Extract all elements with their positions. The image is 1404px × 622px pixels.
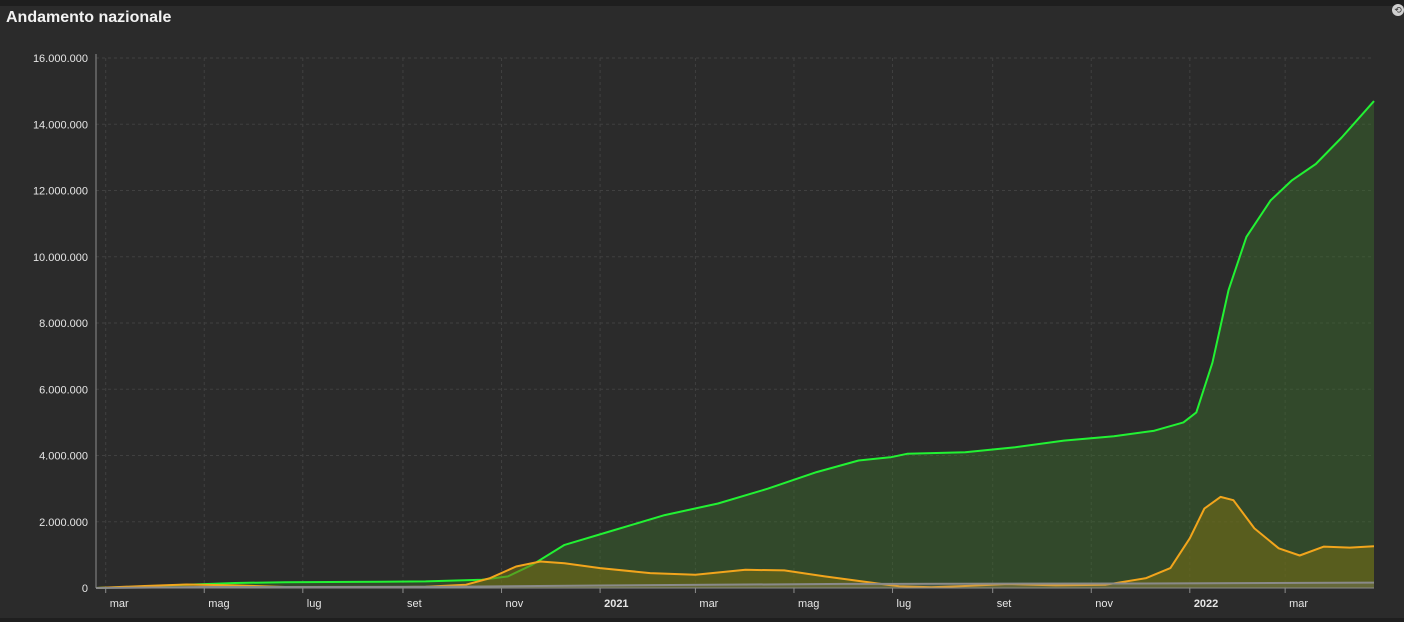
x-tick-label: set bbox=[407, 598, 422, 610]
y-tick-label: 12.000.000 bbox=[33, 186, 88, 198]
y-tick-label: 16.000.000 bbox=[33, 53, 88, 65]
series-line-0 bbox=[95, 100, 1375, 589]
x-tick-label: nov bbox=[1095, 598, 1113, 610]
y-tick-label: 4.000.000 bbox=[39, 451, 88, 463]
x-tick-label: nov bbox=[506, 598, 524, 610]
x-tick-label: set bbox=[997, 598, 1012, 610]
window-bottom-border bbox=[0, 618, 1404, 622]
x-tick-label: mar bbox=[699, 598, 718, 610]
y-tick-label: 6.000.000 bbox=[39, 384, 88, 396]
x-tick-label: mag bbox=[798, 598, 819, 610]
series-area-0 bbox=[96, 101, 1374, 588]
x-tick-label: mar bbox=[1289, 598, 1308, 610]
y-tick-label: 2.000.000 bbox=[39, 517, 88, 529]
x-tick-label: mar bbox=[110, 598, 129, 610]
x-tick-label: mag bbox=[208, 598, 229, 610]
x-tick-label: lug bbox=[897, 598, 912, 610]
y-tick-label: 0 bbox=[82, 583, 88, 595]
y-tick-label: 10.000.000 bbox=[33, 252, 88, 264]
x-tick-label: lug bbox=[307, 598, 322, 610]
y-tick-label: 14.000.000 bbox=[33, 119, 88, 131]
series-area-1 bbox=[96, 496, 1374, 588]
window-top-border bbox=[0, 0, 1404, 6]
expand-icon[interactable]: ⟲ bbox=[1392, 4, 1404, 16]
chart-title: Andamento nazionale bbox=[6, 9, 172, 26]
y-tick-label: 8.000.000 bbox=[39, 318, 88, 330]
x-tick-label: 2022 bbox=[1194, 598, 1218, 610]
x-tick-label: 2021 bbox=[604, 598, 628, 610]
series-line-2 bbox=[95, 581, 1375, 589]
